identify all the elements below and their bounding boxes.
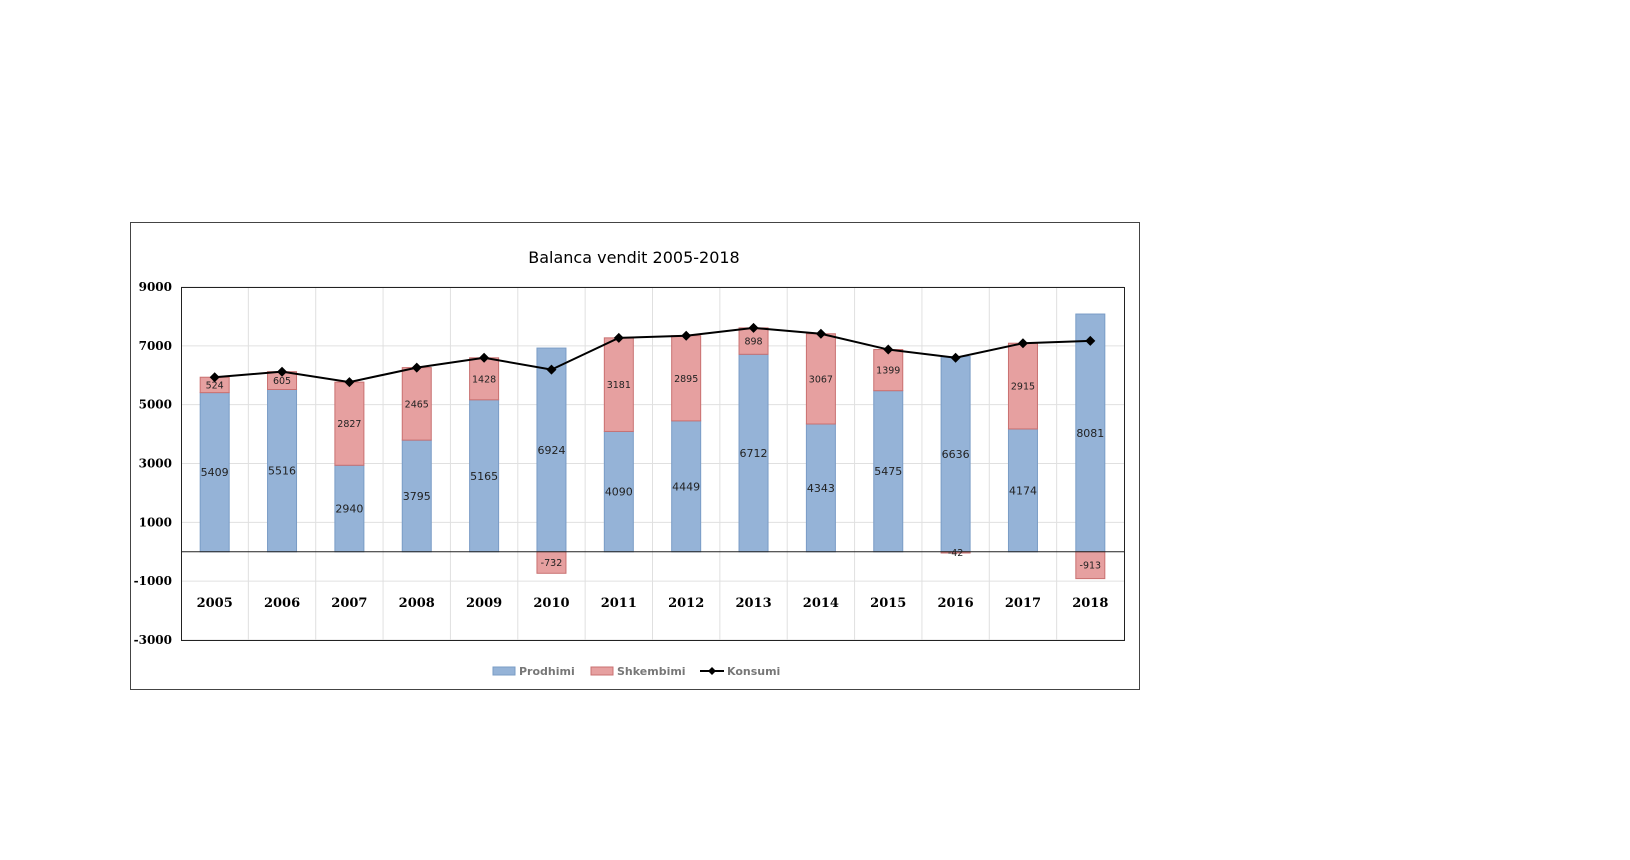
bar-shkembimi — [873, 349, 904, 392]
x-tick-label: 2005 — [197, 596, 233, 611]
data-label-shkembimi: -42 — [948, 548, 964, 559]
bars — [199, 313, 1106, 580]
x-tick-label: 2011 — [601, 596, 637, 611]
chart-title: Balanca vendit 2005-2018 — [528, 248, 739, 267]
data-label-prodhimi: 8081 — [1076, 427, 1104, 440]
y-tick-label: 3000 — [139, 457, 172, 471]
konsumi-marker — [344, 377, 355, 388]
x-tick-label: 2006 — [264, 596, 300, 611]
data-label-prodhimi: 4449 — [672, 480, 700, 493]
legend-marker-konsumi — [708, 667, 716, 675]
bar-shkembimi — [469, 357, 500, 401]
bar-prodhimi — [199, 392, 230, 553]
konsumi-marker — [411, 362, 422, 373]
bar-shkembimi — [401, 367, 432, 441]
legend-label-prodhimi: Prodhimi — [519, 665, 575, 678]
bar-shkembimi — [671, 335, 702, 422]
data-label-prodhimi: 5409 — [201, 466, 229, 479]
x-tick-label: 2008 — [399, 596, 435, 611]
legend-swatch-prodhimi — [492, 666, 516, 676]
data-label-prodhimi: 5475 — [874, 465, 902, 478]
chart-frame — [130, 222, 1140, 690]
data-label-prodhimi: 5165 — [470, 470, 498, 483]
legend-label-shkembimi: Shkembimi — [617, 665, 686, 678]
konsumi-marker — [748, 322, 759, 333]
data-label-prodhimi: 2940 — [335, 503, 363, 516]
data-label-shkembimi: 1399 — [876, 366, 900, 377]
bar-shkembimi — [1007, 342, 1038, 430]
legend: Prodhimi Shkembimi Konsumi — [492, 665, 780, 678]
data-label-shkembimi: 3067 — [809, 374, 833, 385]
data-label-prodhimi: 3795 — [403, 490, 431, 503]
data-label-prodhimi: 4343 — [807, 482, 835, 495]
y-tick-label: -3000 — [134, 633, 172, 647]
konsumi-marker — [546, 364, 557, 375]
y-tick-label: 7000 — [139, 339, 172, 353]
plot-area-border — [181, 287, 1125, 641]
data-label-prodhimi: 6712 — [740, 447, 768, 460]
konsumi-marker — [1017, 338, 1028, 349]
konsumi-marker — [479, 352, 490, 363]
konsumi-marker — [681, 330, 692, 341]
legend-label-konsumi: Konsumi — [727, 665, 780, 678]
data-label-shkembimi: 2895 — [674, 374, 698, 385]
bar-shkembimi — [805, 333, 836, 425]
data-label-shkembimi: 898 — [744, 337, 762, 348]
x-tick-label: 2013 — [735, 596, 771, 611]
konsumi-marker — [209, 372, 220, 383]
konsumi-marker — [883, 344, 894, 355]
bar-prodhimi — [401, 439, 432, 553]
x-tick-label: 2009 — [466, 596, 502, 611]
legend-swatch-shkembimi — [590, 666, 614, 676]
konsumi-marker — [277, 366, 288, 377]
data-label-prodhimi: 4174 — [1009, 484, 1037, 497]
konsumi-line — [214, 326, 1091, 384]
data-labels: 5409 524 5516 605 2940 2827 3795 2465 5165 1428 69… — [201, 337, 1105, 572]
data-label-shkembimi: 524 — [206, 380, 224, 391]
y-tick-label: 1000 — [139, 515, 172, 529]
y-tick-label: 5000 — [139, 398, 172, 412]
data-label-shkembimi: 605 — [273, 376, 291, 387]
bar-prodhimi — [267, 388, 298, 553]
data-label-shkembimi: -913 — [1080, 561, 1102, 572]
x-tick-label: 2010 — [533, 596, 569, 611]
konsumi-marker — [613, 332, 624, 343]
data-label-shkembimi: -732 — [541, 558, 563, 569]
bar-shkembimi — [334, 381, 365, 466]
x-tick-label: 2014 — [803, 596, 839, 611]
x-tick-label: 2012 — [668, 596, 704, 611]
axes: 9000 7000 5000 3000 1000 -1000 -3000 2005 2006 20… — [134, 280, 1125, 647]
x-tick-label: 2015 — [870, 596, 906, 611]
konsumi-marker — [1085, 335, 1096, 346]
x-tick-label: 2007 — [331, 596, 367, 611]
konsumi-marker — [950, 352, 961, 363]
data-label-shkembimi: 2915 — [1011, 382, 1035, 393]
line-series — [209, 322, 1096, 388]
bar-prodhimi — [1007, 428, 1038, 553]
bar-prodhimi — [334, 464, 365, 553]
data-label-shkembimi: 1428 — [472, 374, 496, 385]
bar-prodhimi — [671, 420, 702, 553]
data-label-prodhimi: 4090 — [605, 486, 633, 499]
data-label-shkembimi: 3181 — [607, 380, 631, 391]
y-tick-label: 9000 — [139, 280, 172, 294]
data-label-prodhimi: 6636 — [942, 448, 970, 461]
bar-prodhimi — [1075, 313, 1106, 553]
data-label-prodhimi: 6924 — [537, 444, 565, 457]
x-tick-label: 2016 — [938, 596, 974, 611]
data-label-shkembimi: 2465 — [405, 399, 429, 410]
bar-prodhimi — [536, 347, 567, 553]
x-tick-label: 2018 — [1072, 596, 1108, 611]
data-label-shkembimi: 2827 — [337, 419, 361, 430]
x-tick-label: 2017 — [1005, 596, 1041, 611]
y-tick-label: -1000 — [134, 574, 172, 588]
bar-shkembimi — [603, 337, 634, 432]
data-label-prodhimi: 5516 — [268, 465, 296, 478]
konsumi-marker — [815, 328, 826, 339]
bar-prodhimi — [603, 430, 634, 553]
